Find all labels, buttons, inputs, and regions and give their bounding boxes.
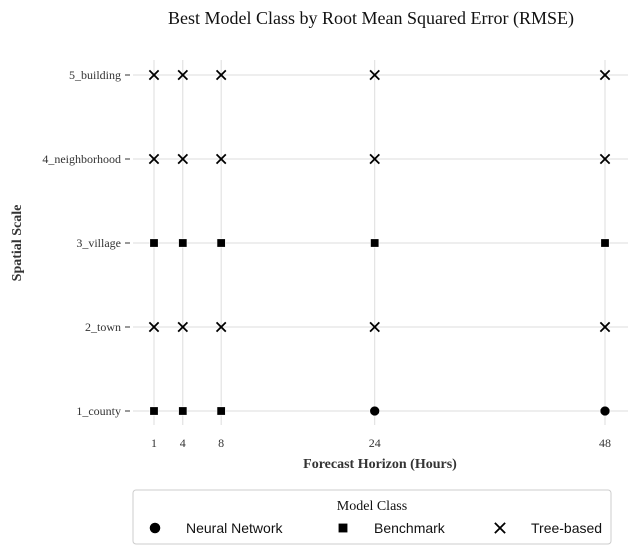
data-point [370,238,380,248]
data-point [369,153,380,165]
y-axis-ticks: 1_county 2_town 3_village 4_neighborhood 5_b… [42,68,130,418]
legend-title: Model Class [337,499,407,514]
data-point [215,153,227,165]
legend-marker [149,522,161,534]
legend-entry: Neural Network [149,520,283,536]
data-point [215,321,227,333]
data-point [599,153,611,165]
data-point [149,238,159,248]
legend-marker [494,522,506,534]
data-point [369,321,380,333]
grid [133,60,628,425]
data-point [599,405,611,417]
legend-label: Neural Network [186,520,283,536]
x-tick-label: 48 [599,436,611,450]
x-axis-label: Forecast Horizon (Hours) [303,457,457,472]
data-point [178,406,188,416]
x-tick-label: 24 [369,436,381,450]
data-point [599,69,611,81]
legend-label: Tree-based [531,520,602,536]
data-point [148,153,160,165]
data-point [215,69,227,81]
data-point [148,321,160,333]
data-point [177,321,189,333]
data-point [599,321,611,333]
legend-label: Benchmark [374,520,446,536]
legend-entry: Tree-based [494,520,602,536]
legend-box [132,489,612,545]
data-point [177,69,189,81]
data-point [178,238,188,248]
x-tick-label: 8 [218,436,224,450]
legend: Model Class Neural Network Benchmark Tree-… [132,489,612,545]
legend-marker [337,522,349,534]
data-point [216,406,226,416]
data-point [369,69,380,81]
y-tick-label: 1_county [76,404,121,418]
y-tick-label: 4_neighborhood [42,152,121,166]
data-point [600,238,610,248]
data-point [148,69,160,81]
x-axis-ticks: 1 4 8 24 48 [151,436,611,450]
data-point [216,238,226,248]
data-point [177,153,189,165]
y-tick-label: 3_village [76,236,121,250]
data-point [369,405,380,417]
y-tick-label: 5_building [69,68,121,82]
x-tick-label: 1 [151,436,157,450]
data-points [148,69,611,417]
data-point [149,406,159,416]
x-tick-label: 4 [180,436,186,450]
y-tick-label: 2_town [85,320,121,334]
y-axis-label: Spatial Scale [10,205,25,282]
legend-entry: Benchmark [337,520,446,536]
legend-entries: Neural Network Benchmark Tree-based [149,520,602,536]
chart-title: Best Model Class by Root Mean Squared Er… [168,8,574,29]
